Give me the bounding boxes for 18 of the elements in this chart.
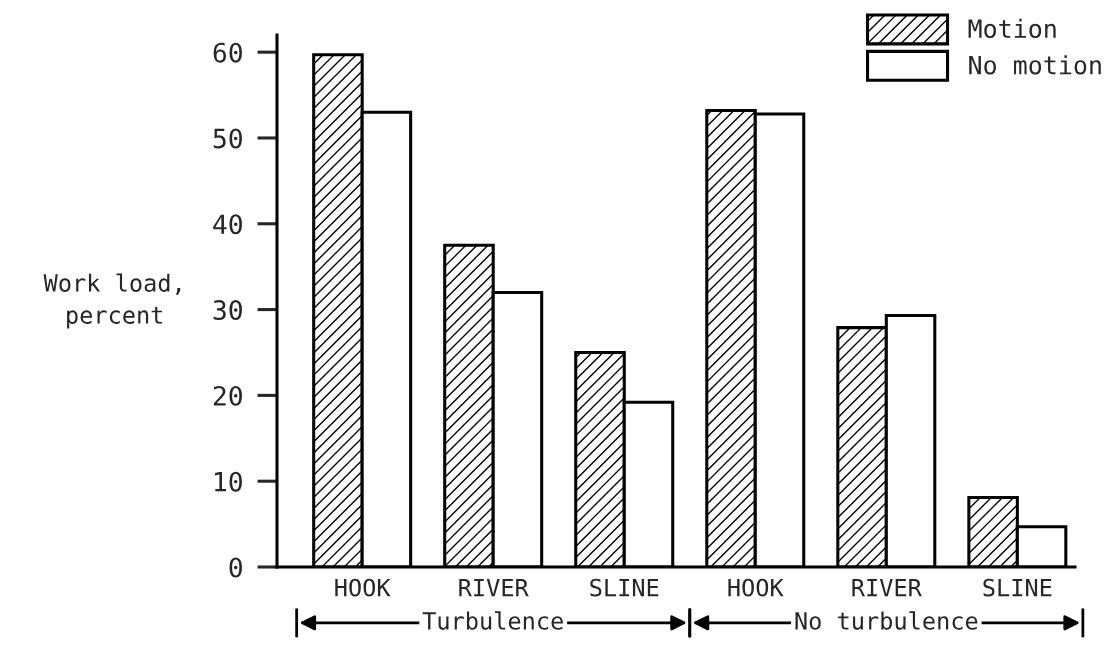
x-tick-label: HOOK — [335, 578, 391, 597]
y-tick-label: 60 — [213, 42, 242, 63]
y-tick-label: 20 — [213, 385, 242, 406]
y-tick-label: 30 — [213, 300, 242, 321]
x-tick-label: SLINE — [983, 578, 1052, 597]
y-tick-label: 0 — [229, 557, 242, 578]
y-tick-label: 50 — [213, 128, 242, 149]
x-tick-label: HOOK — [728, 578, 784, 597]
x-tick-label: RIVER — [459, 578, 529, 597]
text: Turbulence — [422, 611, 563, 630]
x-tick-label: SLINE — [590, 578, 659, 597]
y-tick-label: 10 — [215, 471, 242, 492]
x-tick-label: RIVER — [852, 578, 922, 597]
y-axis-title: Work load, percent — [43, 273, 181, 329]
legend-label: Motion — [968, 18, 1056, 39]
y-tick-label: 40 — [213, 214, 242, 235]
text: No turbulence — [795, 611, 978, 630]
legend-label: No motion — [969, 55, 1101, 75]
